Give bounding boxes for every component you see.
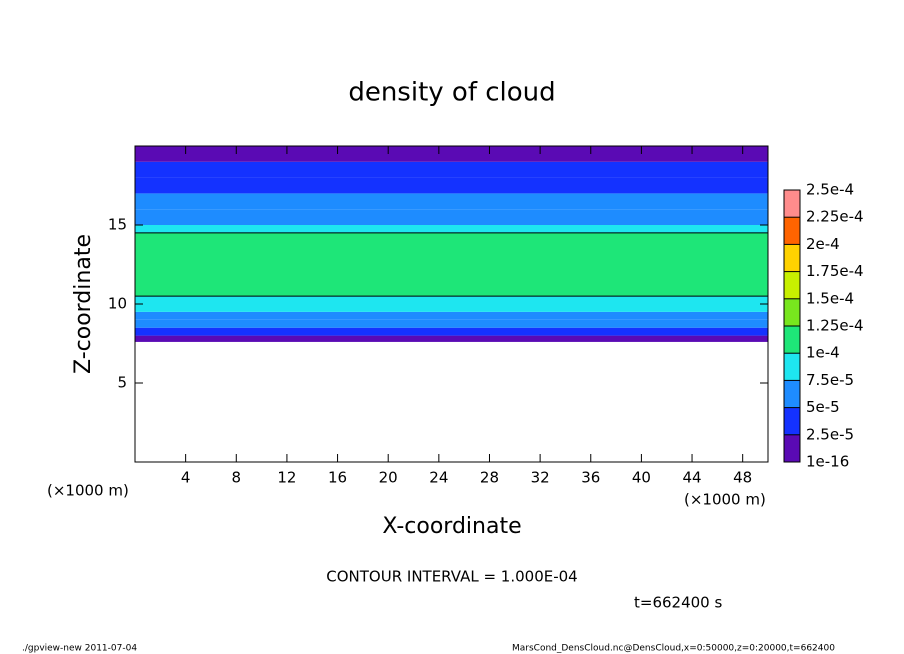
y-tick-label: 10 [108,295,127,313]
contour-note: CONTOUR INTERVAL = 1.000E-04 [326,568,577,586]
colorbar-swatch [784,298,800,326]
colorbar-label: 1e-4 [806,344,840,362]
colorbar-label: 1.75e-4 [806,262,864,280]
heat-band [135,225,768,233]
x-tick-label: 4 [181,469,191,487]
heat-band [135,193,768,210]
colorbar-swatch [784,190,800,218]
y-axis-label: Z-coordinate [71,234,96,374]
x-tick-label: 40 [632,469,651,487]
colorbar-swatch [784,434,800,462]
colorbar-swatch [784,326,800,354]
footer: ./gpview-new 2011-07-04 [22,644,137,654]
x-tick-label: 36 [581,469,600,487]
x-tick-label: 16 [328,469,347,487]
colorbar-label: 1e-16 [806,453,849,471]
colorbar-swatch [784,271,800,299]
heat-band [135,146,768,162]
colorbar-swatch [784,353,800,381]
heat-band [135,296,768,312]
heat-band [135,177,768,194]
colorbar-label: 2.5e-5 [806,425,854,443]
colorbar-label: 7.5e-5 [806,371,854,389]
colorbar-swatch [784,217,800,245]
colorbar-swatch [784,380,800,408]
x-tick-label: 44 [682,469,701,487]
heat-band [135,327,768,336]
x-axis-label: X-coordinate [382,514,521,539]
heat-band [135,335,768,342]
colorbar-label: 1.25e-4 [806,317,864,335]
footer: MarsCond_DensCloud.nc@DensCloud,x=0:5000… [512,644,835,654]
heat-band [135,319,768,328]
colorbar-label: 5e-5 [806,398,840,416]
x-tick-label: 28 [480,469,499,487]
colorbar-swatch [784,244,800,272]
colorbar-label: 1.5e-4 [806,289,854,307]
colorbar-swatch [784,407,800,435]
colorbar-label: 2.25e-4 [806,208,864,226]
heat-band [135,161,768,178]
x-tick-label: 20 [379,469,398,487]
heat-band [135,232,768,297]
time-note: t=662400 s [634,594,722,612]
colorbar-label: 2e-4 [806,235,840,253]
y-tick-label: 5 [117,374,127,392]
colorbar-label: 2.5e-4 [806,181,854,199]
chart-title: density of cloud [348,78,555,108]
x-unit: (×1000 m) [684,491,766,509]
heat-band [135,209,768,225]
x-tick-label: 12 [277,469,296,487]
x-tick-label: 8 [232,469,242,487]
x-unit: (×1000 m) [47,482,129,500]
x-tick-label: 24 [429,469,448,487]
heat-band [135,311,768,320]
x-tick-label: 32 [531,469,550,487]
x-tick-label: 48 [733,469,752,487]
y-tick-label: 15 [108,216,127,234]
